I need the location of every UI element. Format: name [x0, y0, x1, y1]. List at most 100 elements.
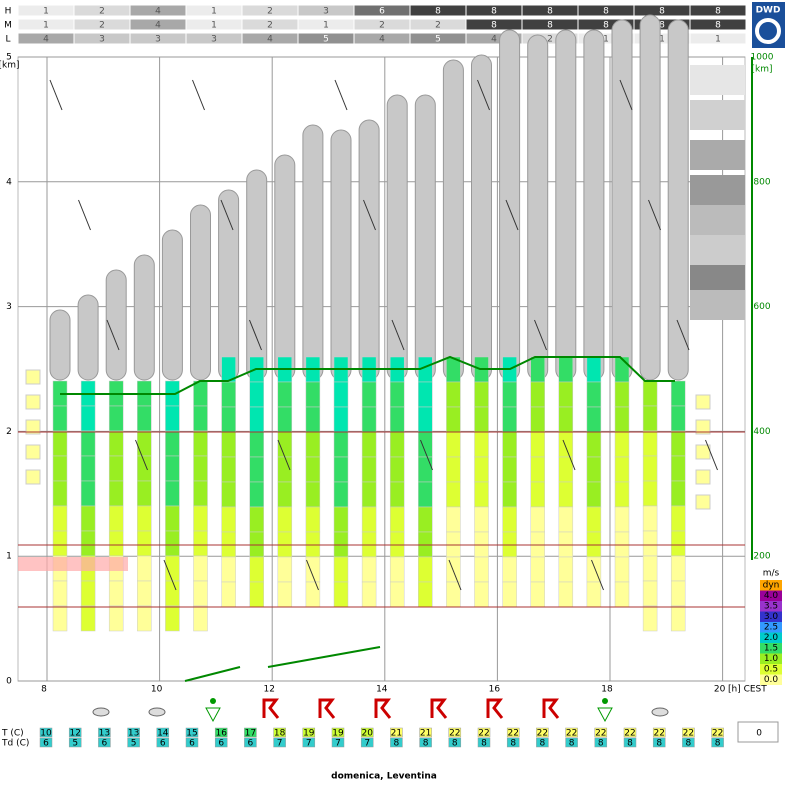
cloud-value: 8 [547, 7, 553, 17]
wind-bar [80, 405, 96, 432]
wind-bar [670, 605, 686, 632]
wind-barb [306, 559, 319, 591]
wind-bar [670, 380, 686, 407]
wind-bar [52, 455, 68, 482]
wind-bar [165, 505, 180, 532]
wind-bar [558, 356, 574, 383]
wind-bar [418, 581, 433, 608]
t-value: 20 [361, 729, 373, 739]
wind-bar [502, 406, 517, 433]
wind-bar [642, 405, 658, 432]
y2-tick-label: 400 [753, 427, 770, 437]
wind-bar [80, 530, 96, 557]
wind-bar [558, 556, 574, 583]
td-box [477, 737, 491, 748]
wind-bar [221, 456, 236, 483]
x-tick-label: 16 [489, 685, 501, 695]
wind-bar [642, 530, 658, 557]
legend-swatch [760, 653, 782, 664]
row-label: H [5, 7, 12, 17]
td-box [331, 737, 345, 748]
wind-bar [389, 481, 405, 508]
y-tick-label: 3 [6, 302, 12, 312]
cloud-cell [689, 32, 747, 45]
wind-bar [474, 406, 489, 433]
t-value: 22 [478, 729, 489, 739]
wind-bar [502, 381, 517, 408]
wind-bar [586, 406, 602, 433]
cloud-value: 1 [211, 21, 217, 31]
wind-bar [80, 430, 96, 457]
spinner-box[interactable] [737, 721, 779, 743]
td-value: 8 [540, 739, 546, 749]
wind-bar [333, 406, 349, 433]
wind-bar [137, 405, 152, 432]
wind-bar [137, 505, 152, 532]
wind-bar [418, 381, 433, 408]
cloud-bg [690, 65, 745, 95]
legend-swatch [760, 601, 782, 612]
t-value: 13 [128, 729, 139, 739]
t-value: 18 [274, 729, 286, 739]
wind-bar [108, 405, 124, 432]
wind-bar [670, 405, 686, 432]
wind-barb [78, 199, 91, 231]
wind-barb [106, 319, 120, 351]
wind-bar [446, 431, 461, 458]
wind-bar [502, 431, 517, 458]
wind-bar [193, 480, 208, 507]
td-value: 7 [335, 739, 341, 749]
wind-bar [446, 406, 461, 433]
wind-bar [474, 556, 489, 583]
t-value: 22 [566, 729, 577, 739]
cloud-value: 8 [603, 21, 609, 31]
cloud-column [499, 29, 521, 381]
wind-bar [193, 430, 208, 457]
y-tick-label: 5 [6, 53, 12, 63]
legend-swatch [760, 664, 782, 675]
wind-barb [220, 199, 234, 231]
wind-bar [614, 456, 630, 483]
td-box [711, 737, 724, 748]
wind-bar [80, 505, 96, 532]
wind-bar [361, 581, 377, 608]
td-value: 5 [72, 739, 78, 749]
y2-tick-label: 1000 [751, 53, 774, 63]
wind-bar [52, 605, 68, 632]
td-box [360, 737, 374, 748]
caption: domenica, Leventina [331, 772, 437, 782]
legend-label: 3.5 [764, 602, 778, 612]
wind-bar [614, 581, 630, 608]
wind-barb [619, 79, 633, 111]
y-tick-label: 2 [6, 427, 12, 437]
legend-label: 0.5 [764, 665, 778, 675]
row-label: M [4, 21, 12, 31]
wind-bar [642, 480, 658, 507]
td-value: 8 [569, 739, 575, 749]
wind-bar [80, 480, 96, 507]
wind-bar [530, 456, 545, 483]
wind-bar [333, 556, 349, 583]
td-box [244, 737, 257, 748]
td-value: 8 [423, 739, 429, 749]
t-box [273, 727, 286, 738]
wind-bar [586, 581, 602, 608]
cloud-value: 8 [491, 21, 497, 31]
wind-bar [137, 480, 152, 507]
wind-bar [333, 506, 349, 533]
spinner-value: 0 [756, 729, 762, 739]
wind-bar [361, 481, 377, 508]
cloud-bg [690, 140, 745, 170]
cloud-value: 5 [435, 35, 441, 45]
cloud-column [246, 169, 268, 381]
cloud-value: 4 [491, 35, 497, 45]
wind-bar [586, 481, 602, 508]
wind-bar [558, 431, 574, 458]
wind-barb [448, 559, 462, 591]
t-box [331, 727, 345, 738]
cloud-value: 4 [379, 35, 385, 45]
wind-bar [418, 406, 433, 433]
td-value: 6 [218, 739, 224, 749]
legend-swatch [760, 643, 782, 654]
